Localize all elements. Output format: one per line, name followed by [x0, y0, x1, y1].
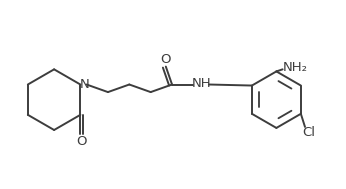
Text: Cl: Cl — [303, 126, 316, 139]
Text: NH₂: NH₂ — [283, 61, 308, 74]
Text: O: O — [76, 135, 87, 148]
Text: NH: NH — [192, 77, 211, 90]
Text: O: O — [160, 53, 170, 66]
Text: N: N — [80, 78, 90, 91]
